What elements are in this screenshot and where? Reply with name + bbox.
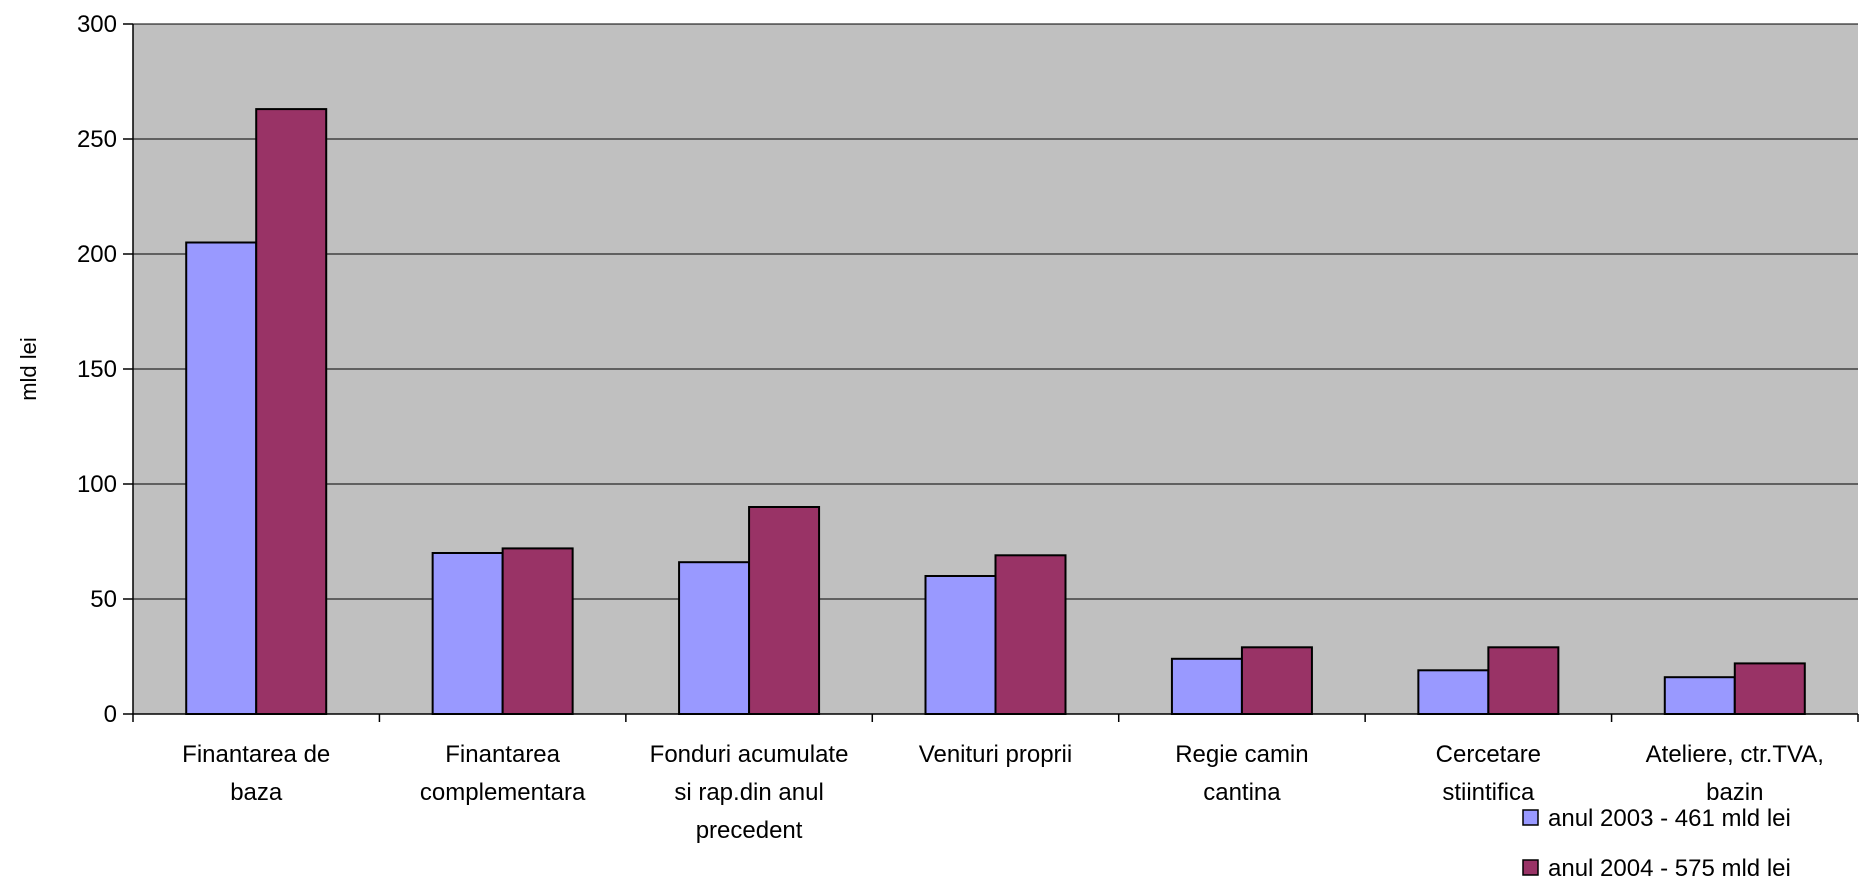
x-axis-ticks <box>132 714 1859 722</box>
legend-swatch-2003 <box>1522 809 1539 826</box>
legend: anul 2003 - 461 mld lei anul 2004 - 575 … <box>1522 805 1791 881</box>
y-axis-label: mld lei <box>16 337 41 401</box>
bar-2003 <box>1663 676 1736 716</box>
y-tick-label: 100 <box>77 471 117 498</box>
bar-2004 <box>501 547 574 716</box>
bar-2003 <box>1417 669 1490 715</box>
y-tick-label: 150 <box>77 356 117 383</box>
legend-label-2003: anul 2003 - 461 mld lei <box>1548 805 1791 832</box>
bar-2003 <box>678 561 751 716</box>
y-tick-label: 0 <box>104 701 117 728</box>
bar-2004 <box>1487 646 1560 715</box>
bar-2004 <box>1240 646 1313 715</box>
bar-2004 <box>748 506 821 715</box>
legend-swatch-2004 <box>1522 859 1539 876</box>
bar-2003 <box>185 241 258 715</box>
y-tick-label: 250 <box>77 126 117 153</box>
category-label: Finantarea complementara <box>420 741 586 806</box>
y-axis-ticks: 0 50 100 150 200 250 300 <box>77 11 133 728</box>
category-labels: Finantarea de baza Finantarea complementara… <box>182 741 1824 844</box>
bars <box>185 108 1806 716</box>
category-label: Finantarea de baza <box>182 741 330 806</box>
category-label: Cercetare stiintifica <box>1436 741 1541 806</box>
bar-2003 <box>431 552 504 715</box>
bar-2003 <box>1170 657 1243 715</box>
gridlines <box>133 23 1858 600</box>
bar-2004 <box>994 554 1067 715</box>
bar-2003 <box>924 575 997 715</box>
category-label: Ateliere, ctr.TVA, bazin <box>1646 741 1824 806</box>
bar-2004 <box>255 108 328 716</box>
bar-2004 <box>1733 662 1806 716</box>
y-tick-label: 200 <box>77 241 117 268</box>
legend-label-2004: anul 2004 - 575 mld lei <box>1548 855 1791 881</box>
category-label: Venituri proprii <box>919 741 1072 768</box>
y-tick-label: 300 <box>77 11 117 38</box>
category-label: Regie camin cantina <box>1175 741 1308 806</box>
y-tick-label: 50 <box>90 586 117 613</box>
category-label: Fonduri acumulate si rap.din anul preceden… <box>650 741 849 844</box>
